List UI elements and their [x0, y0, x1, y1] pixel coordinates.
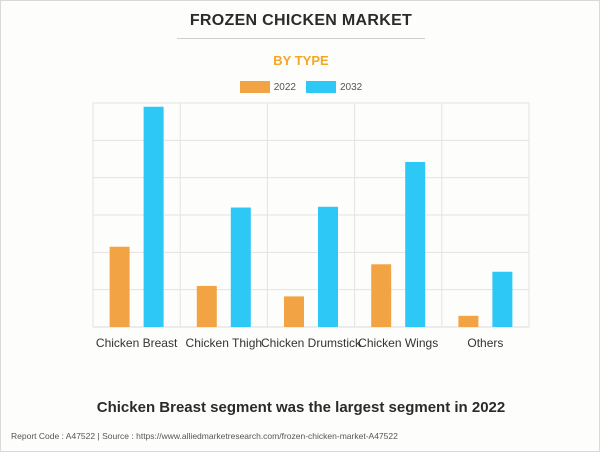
legend-swatch-2032 [306, 81, 336, 93]
bar-chicken-thigh-2022[interactable] [196, 285, 217, 327]
bar-chicken-thigh-2032[interactable] [230, 207, 251, 327]
legend-item-2032[interactable]: 2032 [306, 81, 362, 93]
bar-chicken-wings-2022[interactable] [371, 264, 392, 327]
chart-legend: 2022 2032 [1, 81, 600, 93]
bar-chicken-drumstick-2032[interactable] [318, 206, 338, 327]
footer-separator: | [97, 431, 100, 441]
bar-others-2032[interactable] [492, 271, 513, 327]
x-tick-label-chicken-wings: Chicken Wings [358, 336, 438, 350]
chart-title: FROZEN CHICKEN MARKET [189, 12, 413, 29]
title-divider [177, 38, 425, 39]
x-tick-label-chicken-drumstick: Chicken Drumstick [261, 336, 362, 350]
legend-item-2022[interactable]: 2022 [239, 81, 296, 93]
bar-chicken-breast-2022[interactable] [109, 246, 130, 327]
x-tick-label-chicken-breast: Chicken Breast [96, 336, 178, 350]
legend-label-2022: 2022 [273, 81, 296, 93]
bar-chart: Chicken Breast Chicken Thigh Chicken Drums… [1, 91, 600, 366]
chart-subtitle: BY TYPE [273, 53, 329, 68]
report-code: Report Code : A47522 [11, 431, 96, 441]
bar-layer [109, 106, 513, 327]
x-tick-label-others: Others [467, 336, 503, 350]
bar-others-2022[interactable] [458, 315, 479, 327]
bar-chicken-breast-2032[interactable] [143, 106, 164, 327]
bar-chicken-wings-2032[interactable] [405, 161, 426, 327]
footer: Report Code : A47522 | Source : https://… [11, 431, 398, 441]
x-tick-label-chicken-thigh: Chicken Thigh [186, 336, 263, 350]
legend-label-2032: 2032 [340, 81, 363, 93]
bar-chicken-drumstick-2022[interactable] [284, 296, 304, 327]
legend-swatch-2022 [239, 81, 270, 93]
source-link[interactable]: Source : https://www.alliedmarketresearc… [102, 431, 398, 441]
chart-caption: Chicken Breast segment was the largest s… [96, 399, 506, 416]
grid-layer [92, 102, 530, 328]
